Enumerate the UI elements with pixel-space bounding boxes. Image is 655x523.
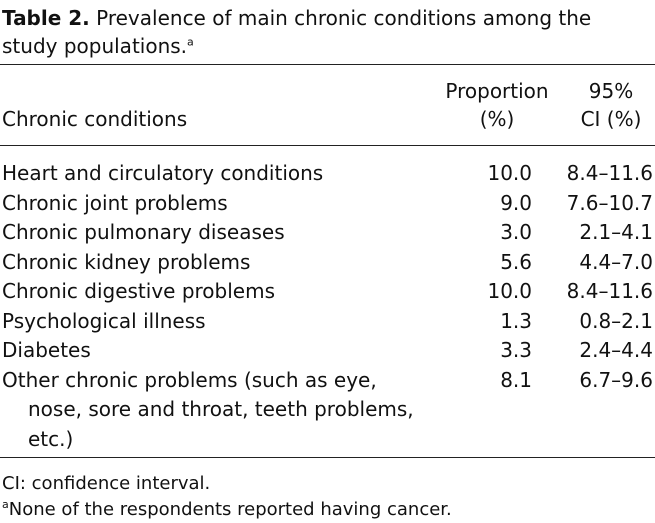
- footnote-abbreviation: CI: confidence interval.: [2, 473, 211, 494]
- condition-cell: Heart and circulatory conditions: [2, 159, 432, 189]
- proportion-cell-text: 10.0: [487, 279, 532, 303]
- proportion-cell: 10.0: [432, 159, 542, 189]
- proportion-cell-text: 10.0: [487, 161, 532, 185]
- ci-cell: 7.6–10.7: [542, 189, 655, 219]
- data-table: Heart and circulatory conditions 10.0 8.4–…: [2, 159, 655, 454]
- ci-cell-text: 2.1–4.1: [579, 220, 653, 244]
- condition-cell: Diabetes: [2, 336, 432, 366]
- table-body: Heart and circulatory conditions 10.0 8.4–…: [2, 159, 655, 454]
- condition-cell: Chronic joint problems: [2, 189, 432, 219]
- condition-cell-text: Diabetes: [2, 338, 91, 362]
- proportion-cell: 3.3: [432, 336, 542, 366]
- header-proportion-line1: Proportion: [445, 79, 549, 103]
- ci-cell-text: 8.4–11.6: [566, 279, 653, 303]
- ci-cell: 2.4–4.4: [542, 336, 655, 366]
- footnote-marker: a: [2, 498, 9, 511]
- condition-cell: Psychological illness: [2, 307, 432, 337]
- table-row: Diabetes 3.3 2.4–4.4: [2, 336, 655, 366]
- condition-cell: Other chronic problems (such as eye, nos…: [2, 366, 432, 455]
- ci-cell-text: 0.8–2.1: [579, 308, 653, 333]
- proportion-cell: 9.0: [432, 189, 542, 219]
- proportion-cell: 3.0: [432, 218, 542, 248]
- header-ci-line1: 95%: [588, 79, 634, 103]
- ci-cell-text: 2.4–4.4: [579, 338, 653, 362]
- condition-cell-text: Psychological illness: [2, 308, 206, 333]
- condition-cell: Chronic digestive problems: [2, 277, 432, 307]
- ci-cell-text: 6.7–9.6: [579, 367, 653, 392]
- proportion-cell: 1.3: [432, 307, 542, 337]
- caption-footnote-marker: a: [187, 35, 194, 49]
- condition-cell-text: Heart and circulatory conditions: [2, 161, 324, 185]
- top-rule: [0, 64, 655, 65]
- table-caption: Table 2. Prevalence of main chronic cond…: [2, 4, 642, 60]
- table-row: Chronic digestive problems 10.0 8.4–11.6: [2, 277, 655, 307]
- condition-cell-text: Chronic pulmonary diseases: [2, 220, 285, 244]
- footnote-text: None of the respondents reported having …: [8, 499, 452, 520]
- ci-cell: 0.8–2.1: [542, 307, 655, 337]
- header-conditions: Chronic conditions: [2, 107, 188, 131]
- header-ci-line2: CI (%): [580, 107, 642, 131]
- proportion-cell-text: 1.3: [500, 308, 532, 333]
- proportion-cell-text: 5.6: [500, 249, 532, 274]
- table-row: Other chronic problems (such as eye, nos…: [2, 366, 655, 455]
- ci-cell: 8.4–11.6: [542, 277, 655, 307]
- proportion-cell-text: 8.1: [500, 367, 532, 392]
- condition-cell-text: Chronic kidney problems: [2, 249, 251, 274]
- condition-cell: Chronic kidney problems: [2, 248, 432, 278]
- table-row: Psychological illness 1.3 0.8–2.1: [2, 307, 655, 337]
- proportion-cell: 5.6: [432, 248, 542, 278]
- footnote-a: aNone of the respondents reported having…: [2, 497, 452, 523]
- ci-cell: 6.7–9.6: [542, 366, 655, 455]
- table-row: Heart and circulatory conditions 10.0 8.4–…: [2, 159, 655, 189]
- proportion-cell: 8.1: [432, 366, 542, 455]
- proportion-cell: 10.0: [432, 277, 542, 307]
- ci-cell: 8.4–11.6: [542, 159, 655, 189]
- table-number: Table 2.: [2, 6, 90, 30]
- header-proportion-line2: (%): [479, 107, 515, 131]
- bottom-rule: [0, 457, 655, 458]
- table-row: Chronic kidney problems 5.6 4.4–7.0: [2, 248, 655, 278]
- condition-cell-text: Other chronic problems (such as eye, nos…: [2, 367, 414, 451]
- caption-text: Prevalence of main chronic conditions am…: [2, 6, 592, 58]
- table-row: Chronic pulmonary diseases 3.0 2.1–4.1: [2, 218, 655, 248]
- ci-cell: 2.1–4.1: [542, 218, 655, 248]
- ci-cell-text: 4.4–7.0: [579, 249, 653, 274]
- proportion-cell-text: 3.3: [500, 338, 532, 362]
- condition-cell-text: Chronic joint problems: [2, 190, 228, 215]
- table-row: Chronic joint problems 9.0 7.6–10.7: [2, 189, 655, 219]
- condition-cell: Chronic pulmonary diseases: [2, 218, 432, 248]
- proportion-cell-text: 9.0: [500, 190, 532, 215]
- ci-cell-text: 8.4–11.6: [566, 161, 653, 185]
- condition-cell-text: Chronic digestive problems: [2, 279, 275, 303]
- ci-cell-text: 7.6–10.7: [566, 190, 653, 215]
- header-rule: [0, 145, 655, 146]
- proportion-cell-text: 3.0: [500, 220, 532, 244]
- ci-cell: 4.4–7.0: [542, 248, 655, 278]
